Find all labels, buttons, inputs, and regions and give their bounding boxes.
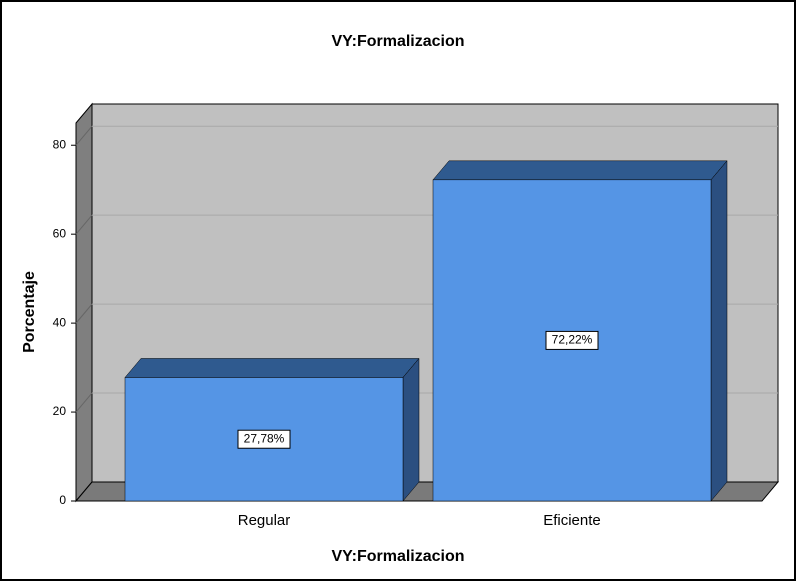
y-tick-label: 0 — [59, 493, 66, 507]
bar-face — [124, 358, 420, 378]
grid-line-side — [75, 392, 93, 413]
y-tick-label: 80 — [53, 137, 67, 151]
bar-face — [432, 160, 728, 181]
bar — [432, 160, 728, 502]
value-label: 27,78% — [244, 431, 285, 445]
value-label-box — [545, 330, 599, 350]
grid-line-side — [75, 303, 93, 324]
value-label-box — [237, 429, 291, 449]
y-tick-label: 40 — [53, 315, 67, 329]
x-tick-label: Eficiente — [543, 512, 601, 529]
y-tick-label: 20 — [53, 404, 67, 418]
left-wall — [75, 102, 93, 503]
x-tick-label: Regular — [238, 512, 291, 529]
x-axis-title: VY:Formalizacion — [331, 548, 464, 565]
grid-line-side — [75, 214, 93, 235]
chart-title: VY:Formalizacion — [331, 33, 464, 50]
bar-face — [402, 357, 420, 502]
bar-face — [710, 160, 728, 502]
y-tick-label: 60 — [53, 226, 67, 240]
value-label: 72,22% — [552, 333, 593, 347]
grid-line-side — [75, 125, 93, 146]
y-axis-title: Porcentaje — [21, 271, 38, 353]
